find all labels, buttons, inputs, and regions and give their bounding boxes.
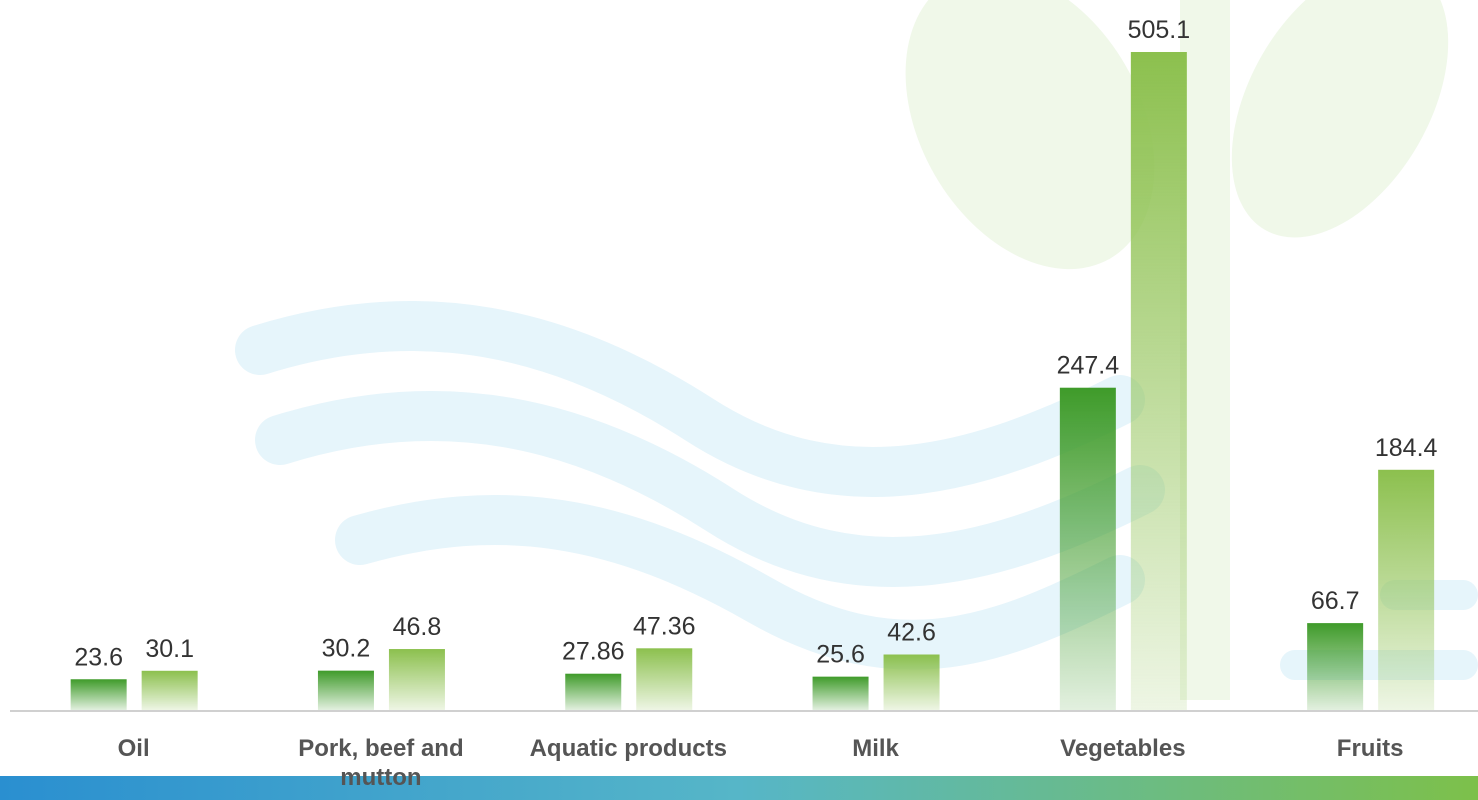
value-label: 66.7 — [1311, 587, 1360, 615]
bar — [1307, 623, 1364, 710]
background-decoration — [235, 0, 1478, 700]
bar — [883, 654, 940, 710]
value-label: 47.36 — [633, 612, 696, 640]
x-tick-label: Vegetables — [1060, 735, 1186, 762]
bottom-band — [0, 776, 1478, 800]
bar — [1059, 387, 1116, 710]
bar — [70, 679, 127, 710]
bar — [1378, 469, 1435, 710]
bar — [1130, 52, 1187, 710]
value-label: 27.86 — [562, 638, 625, 666]
bar — [141, 670, 198, 710]
value-label: 247.4 — [1057, 352, 1120, 380]
bar — [317, 670, 374, 710]
value-label: 42.6 — [887, 619, 936, 647]
value-label: 184.4 — [1375, 434, 1438, 462]
value-label: 46.8 — [393, 613, 442, 641]
value-label: 25.6 — [816, 641, 865, 669]
value-label: 23.6 — [74, 643, 123, 671]
value-label: 505.1 — [1128, 16, 1191, 44]
bar — [388, 649, 445, 710]
value-label: 30.2 — [322, 635, 371, 663]
value-label: 30.1 — [145, 635, 194, 663]
x-tick-label: Pork, beef and mutton — [298, 735, 464, 791]
bar — [565, 673, 622, 710]
x-tick-label: Fruits — [1336, 735, 1404, 762]
x-tick-label: Oil — [117, 735, 150, 762]
bar — [812, 676, 869, 710]
x-tick-label: Aquatic products — [529, 735, 727, 762]
bar — [636, 648, 693, 710]
x-tick-label: Milk — [852, 735, 899, 762]
